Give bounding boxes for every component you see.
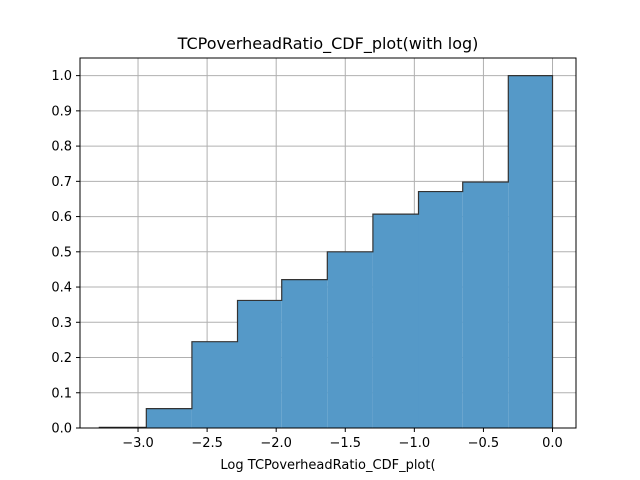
x-tick-label-3: −1.5	[329, 436, 361, 451]
y-tick-label-6: 0.6	[51, 210, 72, 225]
x-tick-label-6: 0.0	[542, 436, 563, 451]
histogram-bar-4	[281, 279, 328, 428]
x-axis-ticks: −3.0 −2.5 −2.0 −1.5 −1.0 −0.5 0.0	[122, 428, 563, 451]
y-tick-label-0: 0.0	[51, 422, 72, 437]
y-tick-label-1: 0.1	[51, 386, 72, 401]
y-tick-label-7: 0.7	[51, 175, 72, 190]
x-tick-label-2: −2.0	[260, 436, 292, 451]
plot-frame	[79, 57, 577, 429]
histogram-bar-5	[327, 251, 373, 428]
y-tick-label-4: 0.4	[51, 281, 72, 296]
histogram-bar-2	[191, 341, 238, 428]
histogram-bar-7	[418, 191, 463, 428]
histogram-bar-8	[462, 182, 509, 428]
step-outline	[98, 75, 554, 428]
histogram-bar-3	[237, 300, 282, 428]
y-tick-label-2: 0.2	[51, 351, 72, 366]
x-tick-label-4: −1.0	[399, 436, 431, 451]
x-axis-label: Log TCPoverheadRatio_CDF_plot(	[220, 458, 435, 473]
histogram-bar-6	[372, 214, 419, 428]
y-axis-ticks: 0.0 0.1 0.2 0.3 0.4 0.5 0.6 0.7 0.8 0.9 1.0	[51, 69, 80, 437]
y-tick-label-5: 0.5	[51, 245, 72, 260]
histogram-bar-1	[146, 408, 192, 428]
y-tick-label-9: 0.9	[51, 104, 72, 119]
y-tick-label-3: 0.3	[51, 316, 72, 331]
x-tick-label-5: −0.5	[468, 436, 500, 451]
y-tick-label-10: 1.0	[51, 69, 72, 84]
histogram-bars	[99, 75, 553, 428]
y-tick-label-8: 0.8	[51, 140, 72, 155]
histogram-bar-9	[508, 75, 553, 428]
x-tick-label-1: −2.5	[191, 436, 223, 451]
chart-title: TCPoverheadRatio_CDF_plot(with log)	[177, 34, 479, 54]
x-tick-label-0: −3.0	[122, 436, 154, 451]
